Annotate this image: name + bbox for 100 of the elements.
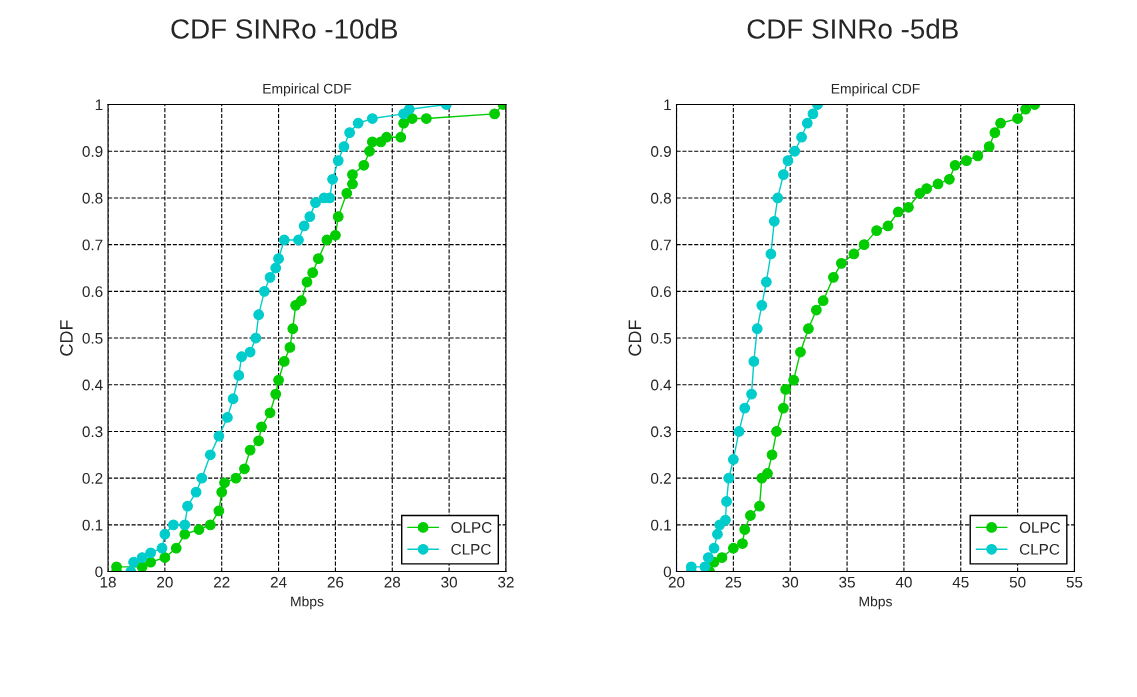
- point: [882, 220, 894, 232]
- point: [765, 248, 777, 260]
- point: [766, 449, 778, 461]
- point: [179, 519, 191, 531]
- y-tick-label: 0.5: [651, 332, 672, 344]
- point: [253, 309, 265, 321]
- point: [489, 108, 500, 120]
- point: [364, 145, 375, 157]
- point: [398, 117, 410, 129]
- x-tick-label: 25: [725, 576, 742, 588]
- x-tick-label: 40: [895, 576, 912, 588]
- point: [789, 145, 801, 157]
- point: [159, 552, 171, 563]
- point: [716, 552, 728, 563]
- chart-title: CDF SINRo -10dB: [171, 18, 398, 39]
- point: [312, 253, 324, 265]
- point: [244, 346, 256, 358]
- point: [256, 421, 267, 433]
- y-tick-label: 0.2: [651, 473, 671, 484]
- point: [723, 472, 735, 484]
- point: [944, 173, 955, 185]
- point: [754, 500, 765, 512]
- x-tick-label: 28: [384, 576, 401, 588]
- point: [204, 449, 216, 461]
- point: [892, 206, 904, 218]
- y-axis-title: CDF: [628, 320, 642, 356]
- point: [778, 169, 789, 180]
- point: [995, 117, 1006, 129]
- point: [239, 463, 250, 475]
- x-tick-label: 26: [327, 576, 344, 588]
- point: [190, 486, 202, 498]
- y-tick-label: 1: [664, 99, 671, 111]
- point: [295, 295, 307, 307]
- chart-subtitle: Empirical CDF: [831, 83, 920, 97]
- point: [273, 374, 284, 386]
- point: [756, 299, 768, 311]
- legend-label: CLPC: [451, 543, 491, 555]
- point: [193, 524, 205, 535]
- x-tick-label: 20: [668, 576, 685, 588]
- point: [727, 542, 739, 554]
- x-tick-label: 35: [839, 576, 855, 588]
- point: [788, 374, 800, 386]
- y-tick-label: 0.5: [82, 332, 103, 344]
- point: [739, 402, 751, 414]
- point: [293, 234, 304, 246]
- point: [330, 229, 341, 241]
- point: [301, 276, 313, 288]
- point: [961, 155, 972, 166]
- point: [145, 556, 157, 568]
- point: [708, 542, 720, 554]
- point: [347, 169, 358, 180]
- y-tick-label: 0.7: [82, 239, 103, 251]
- y-tick-label: 0.9: [651, 146, 671, 157]
- point: [321, 234, 333, 246]
- legend-label: OLPC: [1019, 522, 1061, 533]
- point: [344, 127, 356, 138]
- point: [403, 104, 415, 115]
- y-tick-label: 0.8: [651, 192, 671, 204]
- point: [264, 271, 276, 283]
- point: [780, 384, 792, 395]
- y-tick-label: 0.4: [651, 379, 672, 391]
- point: [227, 393, 239, 405]
- y-tick-label: 0.2: [82, 473, 103, 484]
- x-tick-label: 30: [782, 576, 799, 588]
- point: [712, 528, 723, 540]
- point: [270, 388, 282, 400]
- point: [395, 131, 407, 143]
- point: [817, 295, 829, 307]
- legend-label: CLPC: [1019, 543, 1060, 555]
- point: [270, 262, 282, 274]
- point: [748, 356, 760, 367]
- point: [989, 127, 1001, 138]
- point: [284, 342, 296, 353]
- x-axis-title: Mbps: [291, 596, 324, 610]
- chart-subtitle: Empirical CDF: [263, 83, 352, 97]
- point: [848, 248, 860, 260]
- point: [213, 505, 225, 517]
- point: [366, 113, 378, 124]
- point: [795, 346, 806, 358]
- y-tick-label: 0.9: [82, 146, 103, 157]
- chart-title: CDF SINRo -5dB: [747, 18, 958, 39]
- x-tick-label: 22: [213, 576, 230, 588]
- point: [258, 285, 270, 297]
- y-tick-label: 0.7: [651, 239, 671, 251]
- point: [949, 159, 961, 171]
- point: [196, 472, 208, 484]
- point: [836, 257, 847, 269]
- point: [236, 351, 247, 363]
- point: [406, 113, 418, 124]
- y-tick-label: 0.8: [82, 192, 103, 204]
- point: [828, 271, 839, 283]
- point: [264, 407, 276, 419]
- point: [803, 323, 814, 335]
- x-tick-label: 20: [157, 576, 173, 588]
- y-tick-label: 0.1: [82, 519, 103, 531]
- y-tick-label: 0.3: [82, 426, 103, 438]
- point: [216, 486, 228, 498]
- x-tick-label: 30: [441, 576, 458, 588]
- point: [287, 323, 299, 335]
- point: [222, 412, 233, 423]
